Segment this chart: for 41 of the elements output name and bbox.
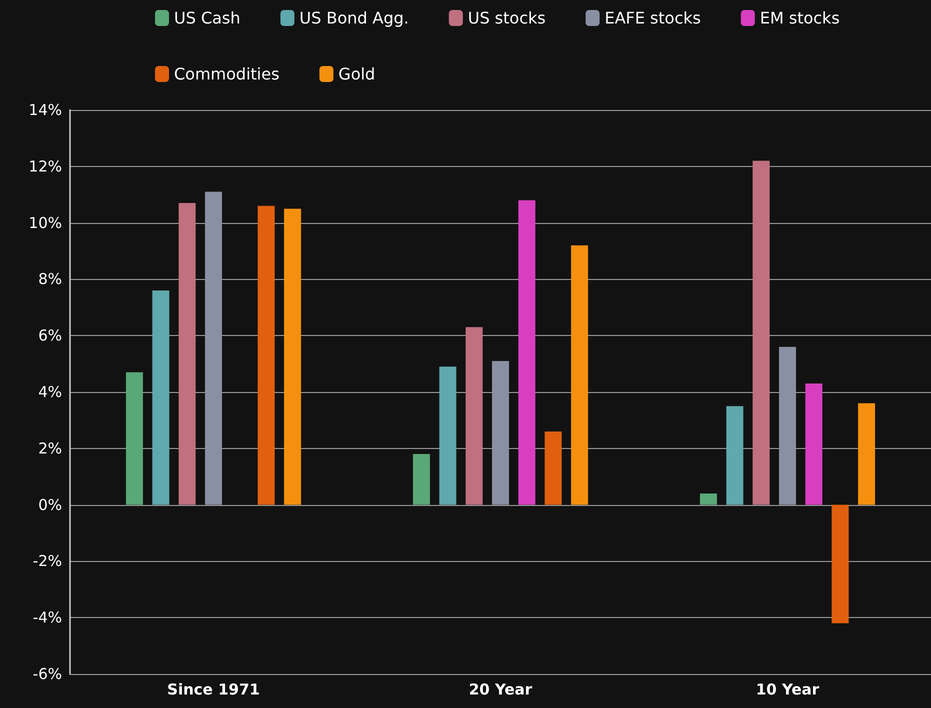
bar (258, 206, 275, 505)
bar (492, 360, 509, 505)
y-tick-label: 12% (28, 157, 62, 176)
bar (805, 384, 822, 505)
bar (518, 200, 536, 505)
bar (152, 290, 170, 505)
bar (284, 208, 302, 505)
legend-label: US Bond Agg. (299, 8, 409, 28)
y-tick-label: 10% (28, 214, 62, 232)
legend-label: Gold (338, 64, 376, 84)
y-tick-label: -6% (32, 665, 62, 683)
bar (752, 160, 770, 505)
y-tick-label: 2% (38, 439, 62, 458)
bar (466, 327, 483, 505)
bar (412, 454, 430, 505)
bar (779, 346, 796, 505)
legend-label: EM stocks (760, 8, 840, 28)
legend-label: EAFE stocks (604, 8, 701, 28)
bar (126, 372, 143, 505)
y-tick-label: 8% (38, 270, 62, 288)
x-tick-label: Since 1971 (167, 680, 260, 698)
y-tick-label: -2% (32, 552, 62, 570)
bar (178, 203, 196, 505)
x-tick-label: 20 Year (468, 680, 533, 698)
y-tick-label: 6% (38, 326, 62, 345)
bar (832, 504, 849, 624)
bar (544, 431, 562, 505)
legend-label: Commodities (174, 64, 280, 84)
y-tick-label: 0% (38, 496, 62, 514)
bar (571, 245, 588, 505)
bar (439, 366, 456, 505)
bar (858, 403, 876, 505)
y-tick-label: 14% (28, 101, 62, 119)
x-tick-label: 10 Year (756, 680, 820, 698)
y-tick-label: 4% (38, 383, 62, 401)
bar (726, 406, 744, 505)
legend-label: US Cash (174, 8, 240, 28)
bar (700, 494, 717, 505)
legend-label: US stocks (468, 8, 546, 28)
y-tick-label: -4% (32, 608, 62, 627)
bar (205, 192, 222, 505)
